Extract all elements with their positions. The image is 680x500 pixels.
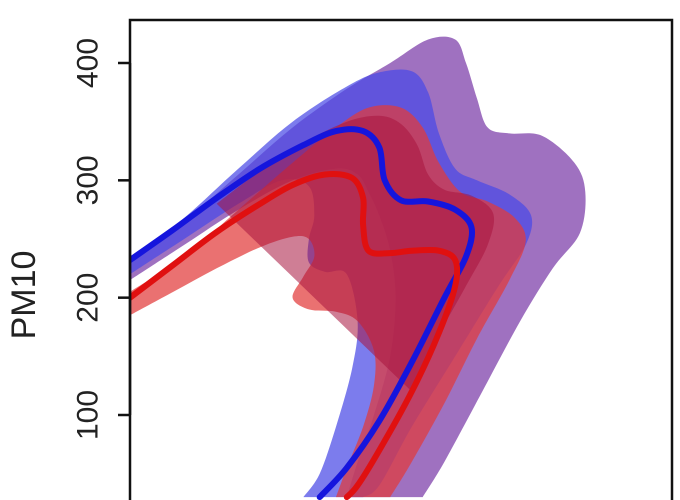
y-axis-label: PM10 — [5, 251, 43, 340]
lines-layer — [130, 126, 476, 500]
confidence-band-1 — [130, 36, 586, 498]
bands-layer — [130, 36, 586, 498]
plot-frame — [128, 18, 674, 500]
series-line-1 — [130, 126, 476, 500]
y-axis: 100 200 300 400 — [72, 38, 132, 440]
y-tick-label: 100 — [72, 390, 105, 440]
y-tick-label: 400 — [72, 38, 105, 88]
y-tick-label: 200 — [72, 273, 105, 323]
series-line-2 — [130, 170, 461, 500]
y-tick-label: 300 — [72, 155, 105, 205]
confidence-band-4 — [216, 115, 495, 392]
